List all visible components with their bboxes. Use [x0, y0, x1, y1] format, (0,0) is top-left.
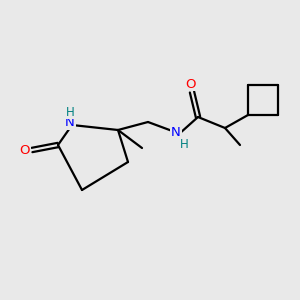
- Text: N: N: [171, 127, 181, 140]
- Text: H: H: [180, 139, 188, 152]
- Text: O: O: [20, 143, 30, 157]
- Text: O: O: [185, 77, 195, 91]
- Text: N: N: [65, 116, 75, 130]
- Text: H: H: [66, 106, 74, 118]
